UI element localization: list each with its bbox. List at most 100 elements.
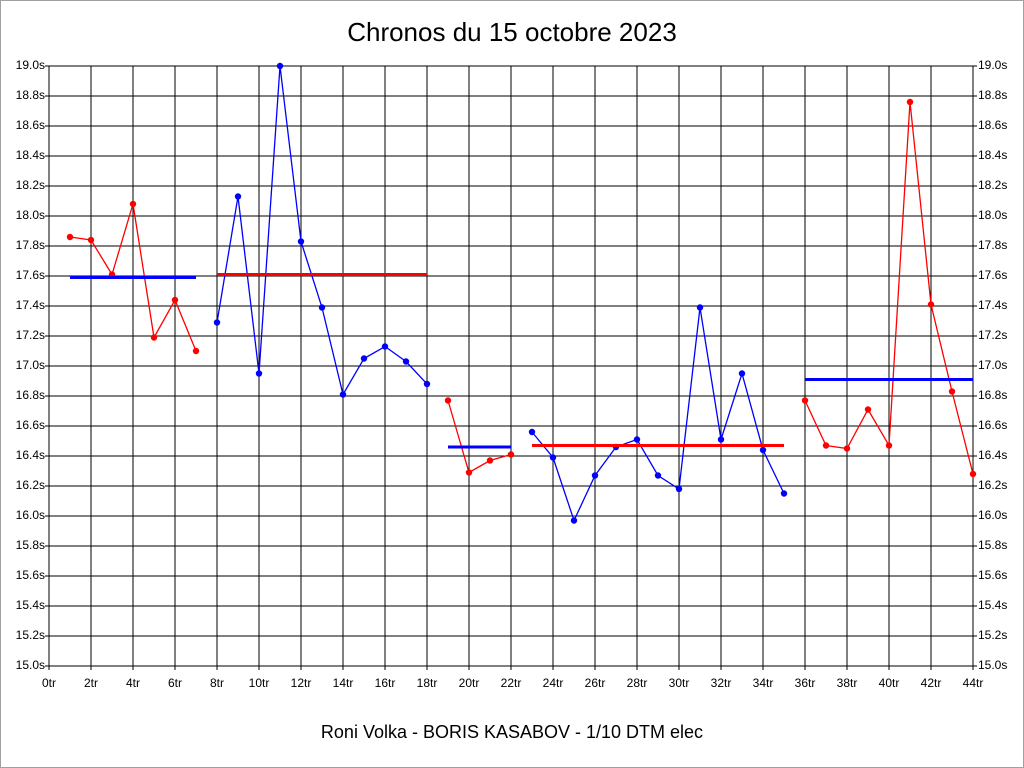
lap-point (633, 436, 641, 443)
chart-footer: Roni Volka - BORIS KASABOV - 1/10 DTM el… (321, 722, 703, 742)
lap-point (927, 301, 935, 308)
lap-point (528, 428, 536, 436)
y2-tick-label: 19.0s (978, 58, 1007, 72)
x-tick-label: 26tr (585, 676, 606, 690)
y-tick-label: 16.4s (16, 448, 45, 462)
lap-point (234, 193, 242, 200)
lap-point (402, 358, 410, 365)
x-tick-label: 18tr (417, 676, 438, 690)
x-tick-label: 16tr (375, 676, 396, 690)
y-tick-label: 15.8s (16, 538, 45, 552)
x-tick-label: 22tr (501, 676, 522, 690)
y-tick-label: 17.8s (16, 238, 45, 252)
lap-point (276, 62, 284, 70)
x-tick-label: 8tr (210, 676, 224, 690)
x-tick-label: 20tr (459, 676, 480, 690)
y-tick-label: 18.8s (16, 88, 45, 102)
lap-point (780, 490, 788, 497)
y2-tick-label: 17.0s (978, 358, 1007, 372)
lap-point (948, 388, 956, 395)
x-tick-label: 10tr (249, 676, 270, 690)
y2-tick-label: 15.0s (978, 658, 1007, 672)
lap-point (297, 238, 305, 245)
lap-point (507, 451, 515, 458)
lap-point (66, 233, 74, 241)
x-tick-label: 14tr (333, 676, 354, 690)
y2-tick-label: 18.6s (978, 118, 1007, 132)
y2-tick-label: 16.6s (978, 418, 1007, 432)
lap-point (213, 319, 221, 326)
lap-point (360, 355, 368, 362)
y2-tick-label: 18.2s (978, 178, 1007, 192)
lap-point (591, 472, 599, 479)
x-tick-label: 4tr (126, 676, 140, 690)
y-tick-label: 18.4s (16, 148, 45, 162)
y-tick-label: 16.8s (16, 388, 45, 402)
y2-tick-label: 16.2s (978, 478, 1007, 492)
lap-point (486, 457, 494, 464)
y2-tick-label: 17.6s (978, 268, 1007, 282)
x-tick-label: 0tr (42, 676, 56, 690)
x-tick-label: 2tr (84, 676, 98, 690)
y-tick-label: 17.2s (16, 328, 45, 342)
lap-point (318, 304, 326, 311)
x-tick-label: 6tr (168, 676, 182, 690)
lap-point (822, 442, 830, 449)
lap-point (444, 397, 452, 404)
y2-tick-label: 16.0s (978, 508, 1007, 522)
lap-point (339, 391, 347, 398)
y2-tick-label: 17.8s (978, 238, 1007, 252)
x-tick-label: 44tr (963, 676, 984, 690)
y-tick-label: 16.2s (16, 478, 45, 492)
y2-tick-label: 16.8s (978, 388, 1007, 402)
lap-point (423, 380, 431, 388)
y2-tick-label: 18.4s (978, 148, 1007, 162)
y2-tick-label: 18.8s (978, 88, 1007, 102)
lap-point (696, 304, 704, 311)
lap-point (864, 406, 872, 413)
x-tick-label: 34tr (753, 676, 774, 690)
y-tick-label: 16.6s (16, 418, 45, 432)
lap-point (192, 347, 200, 355)
lap-point (87, 236, 95, 244)
lap-point (129, 200, 137, 208)
lap-point (717, 436, 725, 443)
lap-point (801, 397, 809, 404)
lap-point (843, 445, 851, 452)
y-tick-label: 15.4s (16, 598, 45, 612)
lap-point (885, 442, 893, 449)
y2-tick-label: 16.4s (978, 448, 1007, 462)
x-tick-label: 40tr (879, 676, 900, 690)
y2-tick-label: 15.6s (978, 568, 1007, 582)
y2-tick-label: 17.4s (978, 298, 1007, 312)
y2-tick-label: 17.2s (978, 328, 1007, 342)
x-tick-label: 12tr (291, 676, 312, 690)
y-tick-label: 18.0s (16, 208, 45, 222)
lap-point (675, 485, 683, 493)
y-tick-label: 17.6s (16, 268, 45, 282)
lap-point (570, 517, 578, 524)
x-tick-label: 28tr (627, 676, 648, 690)
x-tick-label: 42tr (921, 676, 942, 690)
lap-point (255, 370, 263, 377)
y-tick-label: 17.0s (16, 358, 45, 372)
x-tick-label: 38tr (837, 676, 858, 690)
y-tick-label: 19.0s (16, 58, 45, 72)
x-tick-label: 36tr (795, 676, 816, 690)
y-tick-label: 17.4s (16, 298, 45, 312)
y-tick-label: 18.6s (16, 118, 45, 132)
lap-point (654, 472, 662, 479)
lap-point (465, 469, 473, 476)
lap-point (906, 98, 914, 106)
lap-point (759, 446, 767, 454)
lap-point (549, 454, 557, 461)
x-tick-label: 30tr (669, 676, 690, 690)
lap-point (171, 296, 179, 304)
lap-point (738, 370, 746, 377)
lap-point (150, 334, 158, 341)
x-tick-label: 24tr (543, 676, 564, 690)
lap-point (381, 343, 389, 350)
y-tick-label: 18.2s (16, 178, 45, 192)
lap-point (969, 470, 977, 478)
